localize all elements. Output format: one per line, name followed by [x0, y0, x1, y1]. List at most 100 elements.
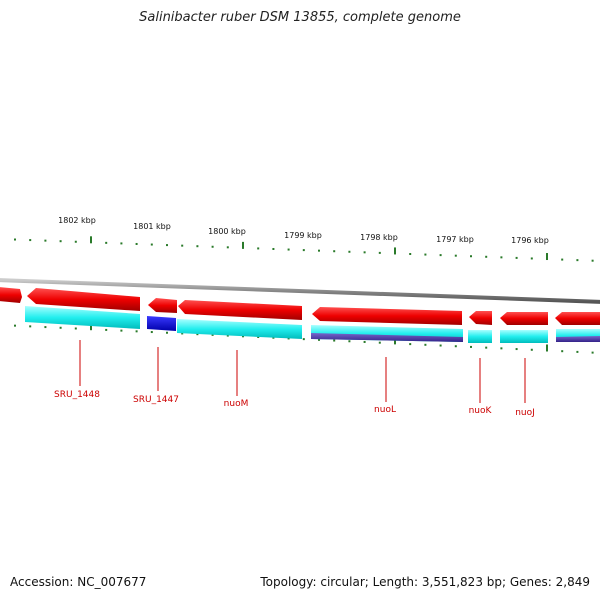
- scale-tick-minor: [272, 247, 275, 250]
- gene-arrow-forward[interactable]: [27, 288, 140, 311]
- cds-block[interactable]: [25, 306, 140, 329]
- scale-tick-minor: [424, 253, 427, 256]
- gene-arrow-forward[interactable]: [312, 307, 462, 325]
- scale-tick-minor: [120, 242, 123, 245]
- scale-tick-minor: [378, 251, 381, 254]
- scale-tick-minor: [333, 339, 336, 342]
- scale-tick-minor: [196, 333, 199, 336]
- scale-tick-minor: [576, 259, 579, 262]
- gene-label-sru1448[interactable]: SRU_1448: [54, 390, 100, 400]
- scale-tick-minor: [348, 250, 351, 253]
- scale-tick-minor: [591, 259, 594, 262]
- gene-arrow-forward[interactable]: [500, 312, 548, 325]
- scale-tick-minor: [561, 350, 564, 353]
- scale-tick-minor: [454, 254, 457, 257]
- gene-arrow-forward[interactable]: [0, 287, 22, 303]
- scale-tick-minor: [333, 250, 336, 253]
- genome-info-text: Topology: circular; Length: 3,551,823 bp…: [260, 575, 590, 589]
- scale-tick-minor: [181, 244, 184, 247]
- scale-tick-major: [90, 323, 92, 331]
- scale-tick-minor: [561, 258, 564, 261]
- scale-tick-minor: [211, 245, 214, 248]
- scale-tick-minor: [470, 345, 472, 348]
- scale-tick-minor: [59, 240, 62, 243]
- scale-tick-minor: [272, 336, 275, 339]
- scale-tick-minor: [378, 341, 381, 344]
- scale-label: 1802 kbp: [58, 216, 96, 225]
- scale-tick-minor: [59, 326, 62, 329]
- scale-tick-minor: [226, 246, 229, 249]
- scale-tick-minor: [120, 329, 123, 332]
- scale-tick-minor: [135, 330, 138, 333]
- scale-tick-minor: [14, 238, 16, 241]
- scale-tick-minor: [318, 338, 320, 341]
- scale-tick-minor: [439, 344, 442, 347]
- cds-block[interactable]: [500, 330, 548, 343]
- scale-tick-minor: [500, 347, 503, 350]
- feature-strip-purple: [556, 336, 600, 342]
- scale-label: 1801 kbp: [133, 222, 171, 231]
- cds-block[interactable]: [177, 319, 302, 339]
- scale-tick-minor: [409, 253, 412, 256]
- scale-label: 1796 kbp: [511, 236, 549, 245]
- scale-label: 1800 kbp: [208, 227, 246, 236]
- scale-tick-minor: [14, 324, 16, 327]
- scale-tick-minor: [302, 249, 305, 252]
- scale-tick-minor: [287, 248, 290, 251]
- scale-tick-minor: [363, 251, 366, 254]
- scale-tick-minor: [44, 326, 47, 329]
- cds-block[interactable]: [468, 330, 492, 343]
- scale-tick-minor: [287, 337, 290, 340]
- scale-tick-minor: [515, 348, 518, 351]
- scale-tick-minor: [105, 241, 108, 244]
- feature-strip-purple: [311, 333, 463, 342]
- scale-tick-minor: [363, 340, 366, 343]
- scale-tick-minor: [485, 346, 488, 349]
- scale-label: 1797 kbp: [436, 235, 474, 244]
- scale-tick-minor: [257, 336, 260, 339]
- scale-tick-minor: [424, 343, 427, 346]
- scale-tick-minor: [485, 255, 488, 258]
- scale-tick-minor: [348, 340, 351, 343]
- scale-tick-minor: [74, 327, 77, 330]
- scale-tick-minor: [576, 350, 579, 353]
- scale-tick-major: [546, 253, 548, 261]
- gene-label-nuol[interactable]: nuoL: [374, 405, 396, 415]
- gene-label-nuom[interactable]: nuoM: [224, 399, 249, 409]
- scale-tick-minor: [74, 240, 77, 243]
- scale-tick-minor: [470, 255, 472, 258]
- scale-tick-minor: [530, 257, 533, 260]
- scale-tick-minor: [181, 332, 184, 335]
- scale-tick-minor: [226, 334, 229, 337]
- scale-tick-minor: [530, 348, 533, 351]
- accession-text: Accession: NC_007677: [10, 575, 147, 589]
- gene-label-nuok[interactable]: nuoK: [469, 406, 493, 416]
- scale-tick-major: [242, 241, 244, 249]
- scale-label: 1799 kbp: [284, 231, 322, 240]
- gene-label-nuoj[interactable]: nuoJ: [515, 408, 535, 418]
- gene-arrow-forward[interactable]: [148, 298, 177, 313]
- scale-tick-minor: [150, 243, 153, 246]
- scale-tick-minor: [44, 239, 47, 242]
- scale-tick-minor: [257, 247, 260, 250]
- scale-tick-minor: [439, 254, 442, 257]
- gene-label-sru1447[interactable]: SRU_1447: [133, 395, 179, 405]
- scale-tick-major: [394, 337, 396, 345]
- gene-arrow-forward[interactable]: [555, 312, 600, 325]
- scale-label: 1798 kbp: [360, 233, 398, 242]
- scale-tick-minor: [211, 333, 214, 336]
- gene-arrow-forward[interactable]: [469, 311, 492, 325]
- scale-tick-minor: [454, 345, 457, 348]
- gene-arrow-forward[interactable]: [178, 300, 302, 320]
- scale-tick-minor: [318, 249, 320, 252]
- scale-tick-major: [394, 247, 396, 255]
- scale-tick-minor: [29, 325, 32, 328]
- scale-tick-minor: [166, 331, 168, 334]
- scale-tick-minor: [166, 244, 168, 247]
- scale-tick-major: [90, 236, 92, 244]
- scale-ticks-lower: [14, 323, 594, 354]
- cds-block-highlight[interactable]: [147, 316, 176, 331]
- scale-tick-minor: [591, 351, 594, 354]
- scale-ticks-upper: [14, 236, 594, 262]
